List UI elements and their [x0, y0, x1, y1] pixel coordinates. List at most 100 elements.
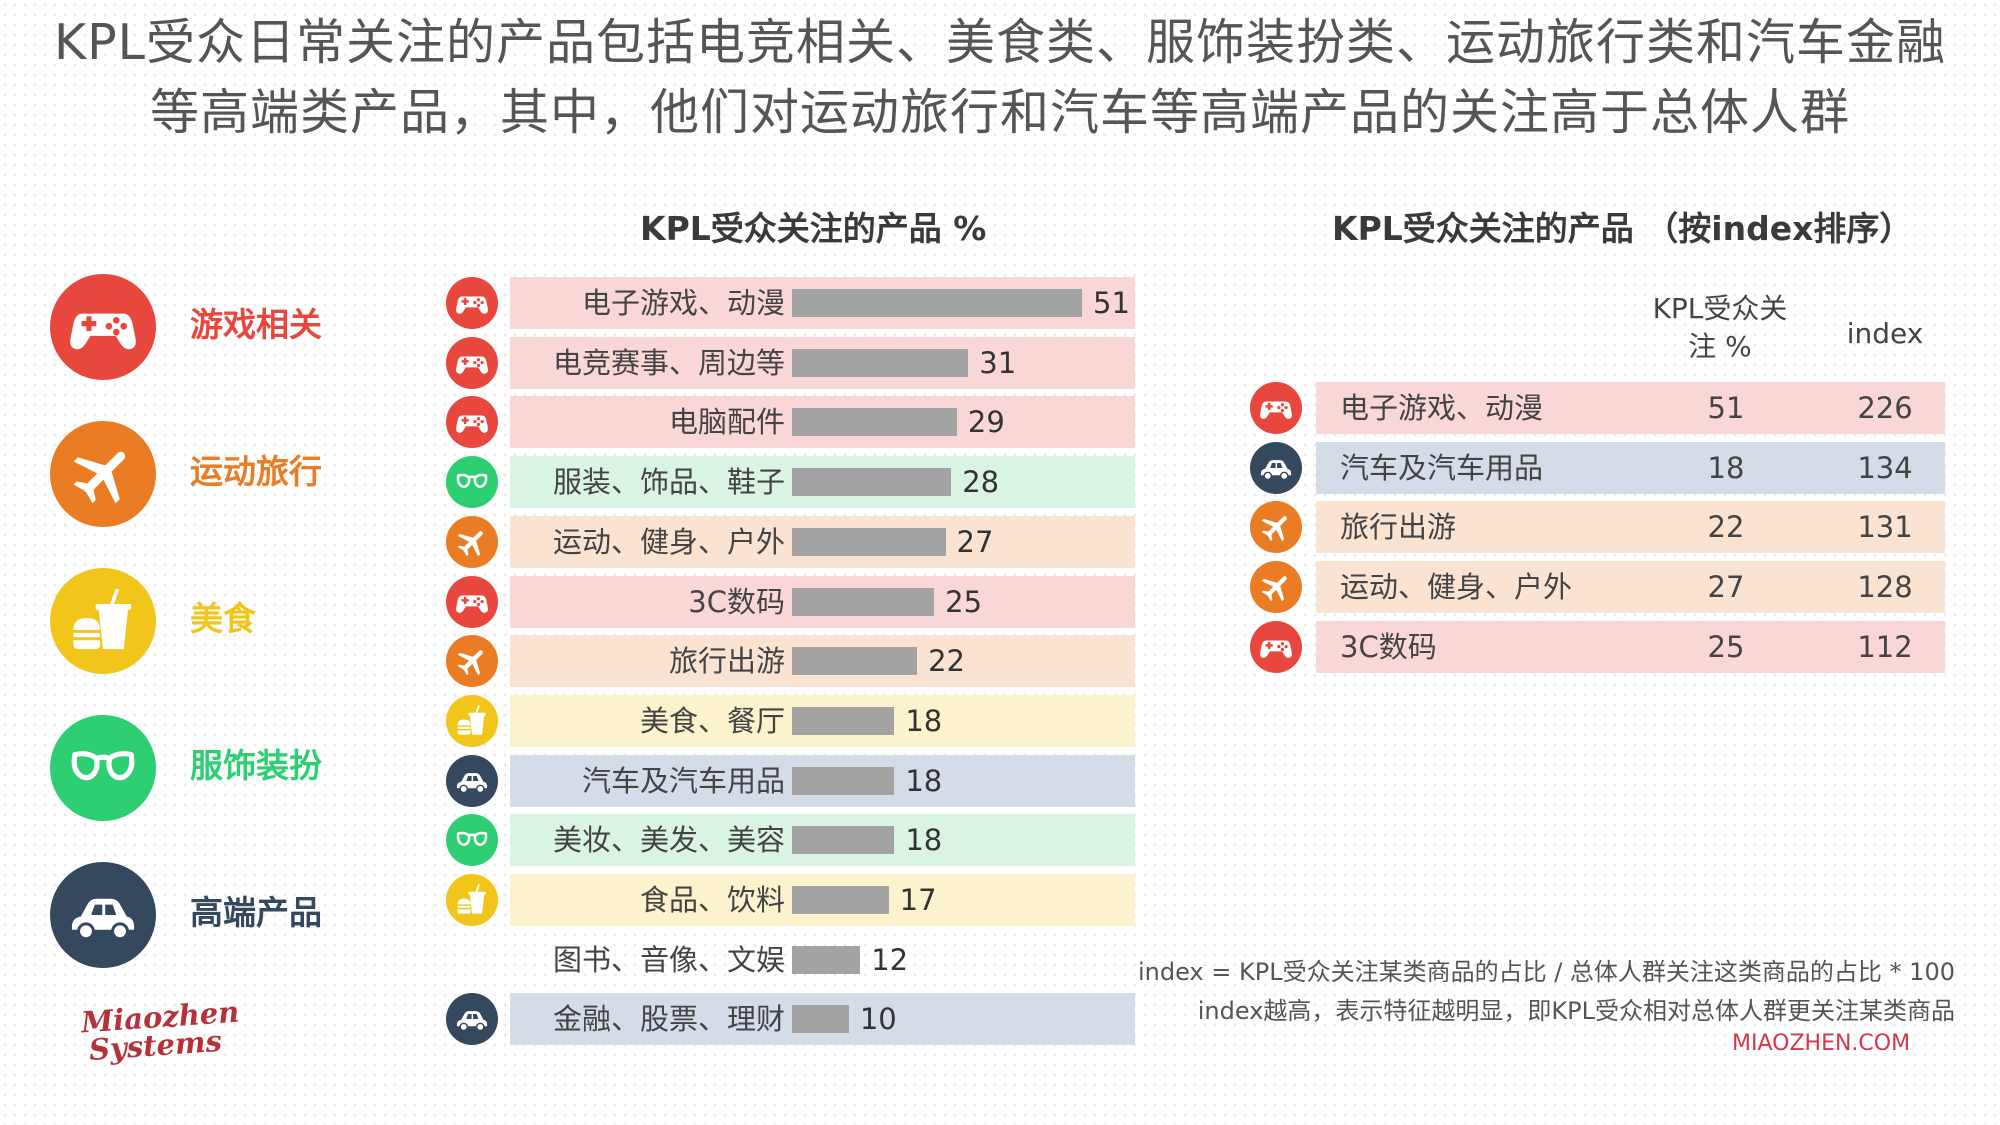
bar-value-label: 51 [1093, 286, 1130, 320]
bar-value-label: 18 [905, 763, 943, 798]
index-row-label: 电子游戏、动漫 [1340, 391, 1544, 425]
airplane-icon [50, 421, 156, 527]
bar-value-label: 10 [859, 1002, 897, 1037]
index-formula-note: index = KPL受众关注某类商品的占比 / 总体人群关注这类商品的占比 *… [1137, 958, 1955, 986]
bar-label: 服装、饰品、鞋子 [552, 465, 785, 500]
legend-label: 游戏相关 [190, 305, 322, 344]
bar-value-label: 31 [979, 345, 1017, 380]
index-table-row: 汽车及汽车用品 18 134 [1250, 441, 1945, 494]
site-url: MIAOZHEN.COM [1732, 1031, 1911, 1056]
bar-label: 食品、饮料 [639, 883, 785, 917]
car-icon [446, 754, 498, 807]
bar [792, 647, 918, 676]
gamepad-icon [1250, 620, 1302, 673]
legend-item-sport: 运动旅行 [50, 421, 400, 531]
index-row-background [1316, 620, 1945, 673]
bar-value-label: 27 [956, 524, 994, 559]
bar [792, 766, 895, 795]
bar-label: 电竞赛事、周边等 [552, 345, 785, 380]
column-header-index: index [1846, 317, 1924, 350]
bar [792, 945, 861, 974]
car-icon [1250, 441, 1302, 494]
legend-label: 服饰装扮 [190, 746, 322, 785]
car-icon [446, 993, 498, 1046]
bar [792, 826, 895, 855]
index-row-pct: 18 [1707, 450, 1745, 485]
bar-row: 3C数码 25 [440, 575, 1140, 628]
airplane-icon [1250, 501, 1302, 554]
airplane-icon [446, 515, 498, 568]
legend-item-game: 游戏相关 [50, 274, 400, 384]
gamepad-icon [1250, 382, 1302, 434]
legend-label: 美食 [190, 599, 256, 638]
gamepad-icon [446, 396, 498, 449]
bar-row: 旅行出游 22 [440, 635, 1140, 688]
index-table-row: 电子游戏、动漫 51 226 [1250, 382, 1945, 434]
bar-row: 美妆、美发、美容 18 [440, 814, 1140, 867]
index-row-background [1316, 441, 1945, 494]
bar-value-label: 12 [871, 942, 909, 977]
index-row-background [1316, 561, 1945, 614]
logo-line-2: Systems [87, 1023, 223, 1067]
index-row-index: 128 [1857, 570, 1913, 605]
bar [792, 587, 935, 616]
index-explanation-note: index越高，表示特征越明显，即KPL受众相对总体人群更关注某类商品 [1197, 997, 1955, 1025]
bar-value-label: 25 [945, 584, 983, 619]
bar-row: 食品、饮料 17 [440, 874, 1140, 926]
bar [792, 348, 969, 377]
index-table-row: 旅行出游 22 131 [1250, 501, 1945, 554]
food-drink-icon [446, 874, 498, 926]
column-header-pct: KPL受众关 注 % [1630, 290, 1810, 366]
bar [792, 1005, 849, 1034]
airplane-icon [1250, 561, 1302, 614]
bar-label: 电子游戏、动漫 [581, 286, 785, 320]
bar-value-label: 28 [962, 465, 1000, 500]
bar-value-label: 29 [967, 405, 1005, 440]
index-row-index: 131 [1857, 510, 1913, 545]
food-drink-icon [50, 568, 156, 674]
bar [792, 408, 957, 437]
bar-label: 美食、餐厅 [639, 703, 785, 738]
legend-label: 高端产品 [190, 893, 322, 932]
bar-value-label: 17 [899, 883, 937, 917]
headline-line-1: KPL受众日常关注的产品包括电竞相关、美食类、服饰装扮类、运动旅行类和汽车金融 [54, 14, 1946, 71]
index-row-pct: 27 [1707, 570, 1745, 605]
index-table-row: 3C数码 25 112 [1250, 620, 1945, 673]
glasses-icon [50, 715, 156, 821]
index-row-index: 134 [1857, 450, 1913, 485]
index-row-pct: 22 [1707, 510, 1745, 545]
bar-label: 运动、健身、户外 [552, 524, 785, 559]
bar [792, 706, 895, 735]
bar-value-label: 22 [928, 644, 965, 679]
glasses-icon [446, 814, 498, 867]
headline-line-2: 等高端类产品，其中，他们对运动旅行和汽车等高端产品的关注高于总体人群 [149, 84, 1850, 141]
column-header-pct-line-1: KPL受众关 [1652, 292, 1788, 325]
bar [792, 527, 946, 556]
airplane-icon [446, 635, 498, 688]
bar-value-label: 18 [905, 823, 943, 858]
index-row-index: 226 [1857, 391, 1913, 425]
index-row-label: 运动、健身、户外 [1340, 570, 1573, 605]
bar-row: 美食、餐厅 18 [440, 694, 1140, 747]
index-row-label: 旅行出游 [1340, 510, 1457, 545]
bar-label: 金融、股票、理财 [552, 1002, 785, 1037]
column-header-pct-line-2: 注 % [1688, 329, 1752, 363]
index-row-label: 汽车及汽车用品 [1340, 450, 1544, 485]
index-row-pct: 51 [1707, 391, 1745, 425]
bar-row: 电脑配件 29 [440, 396, 1140, 449]
food-drink-icon [446, 694, 498, 747]
glasses-icon [446, 456, 498, 509]
index-row-index: 112 [1857, 629, 1913, 664]
index-row-pct: 25 [1707, 629, 1745, 664]
gamepad-icon [446, 575, 498, 628]
bar-value-label: 18 [905, 703, 943, 738]
bar-label: 3C数码 [688, 584, 785, 619]
index-row-background [1316, 382, 1945, 434]
gamepad-icon [446, 336, 498, 389]
legend-item-food: 美食 [50, 568, 400, 678]
bar-chart-title: KPL受众关注的产品 % [640, 209, 987, 248]
index-row-label: 3C数码 [1340, 629, 1437, 664]
gamepad-icon [446, 277, 498, 329]
bar-row: 电竞赛事、周边等 31 [440, 336, 1140, 389]
index-table-title: KPL受众关注的产品 （按index排序） [1332, 209, 1913, 248]
